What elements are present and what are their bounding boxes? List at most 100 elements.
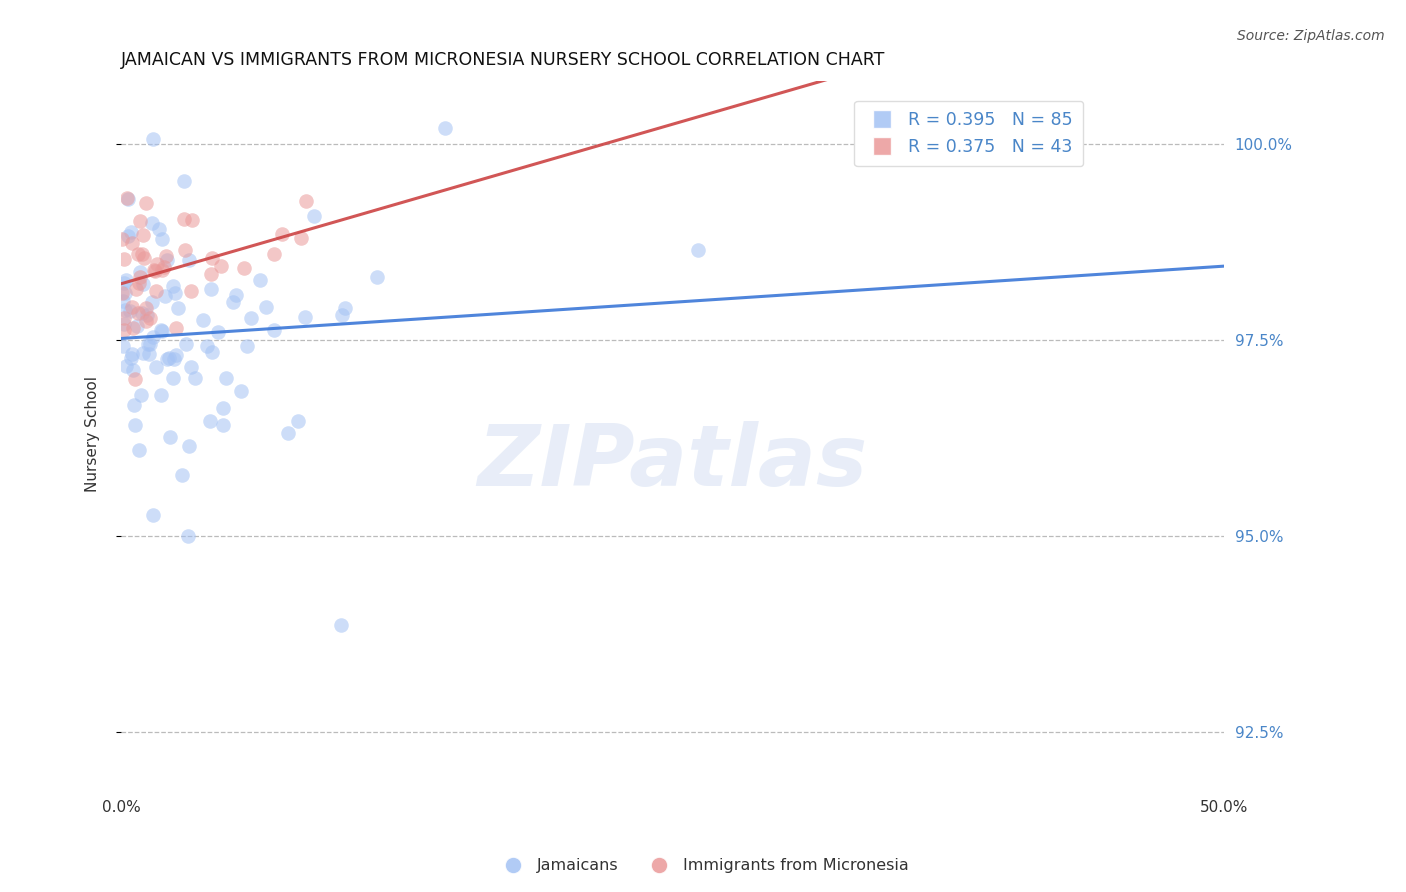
Immigrants from Micronesia	[150, 263, 173, 277]
Jamaicans	[222, 295, 245, 310]
Jamaicans	[212, 401, 235, 415]
Immigrants from Micronesia	[271, 227, 294, 242]
Jamaicans	[263, 323, 285, 337]
Jamaicans	[165, 286, 187, 301]
Jamaicans	[333, 301, 356, 316]
Immigrants from Micronesia	[200, 267, 222, 281]
Jamaicans	[135, 308, 157, 322]
Jamaicans	[166, 301, 188, 315]
Immigrants from Micronesia	[145, 284, 167, 298]
Jamaicans	[149, 323, 172, 337]
Immigrants from Micronesia	[127, 247, 149, 261]
Jamaicans	[191, 313, 214, 327]
Immigrants from Micronesia	[165, 320, 187, 334]
Jamaicans	[156, 351, 179, 366]
Jamaicans	[120, 351, 142, 365]
Jamaicans	[366, 270, 388, 285]
Y-axis label: Nursery School: Nursery School	[86, 376, 100, 491]
Immigrants from Micronesia	[201, 251, 224, 265]
Jamaicans	[156, 253, 179, 268]
Text: ZIPatlas: ZIPatlas	[478, 420, 868, 504]
Immigrants from Micronesia	[139, 310, 162, 325]
Immigrants from Micronesia	[125, 282, 148, 296]
Immigrants from Micronesia	[142, 263, 165, 277]
Jamaicans	[114, 286, 136, 301]
Jamaicans	[112, 318, 135, 332]
Jamaicans	[200, 282, 222, 296]
Jamaicans	[117, 192, 139, 206]
Immigrants from Micronesia	[132, 228, 155, 243]
Immigrants from Micronesia	[128, 276, 150, 290]
Jamaicans	[121, 346, 143, 360]
Immigrants from Micronesia	[233, 261, 256, 276]
Jamaicans	[287, 414, 309, 428]
Jamaicans	[225, 288, 247, 302]
Jamaicans	[330, 618, 353, 632]
Jamaicans	[157, 351, 180, 365]
Immigrants from Micronesia	[181, 213, 204, 227]
Jamaicans	[162, 279, 184, 293]
Text: Source: ZipAtlas.com: Source: ZipAtlas.com	[1237, 29, 1385, 43]
Immigrants from Micronesia	[127, 306, 149, 320]
Jamaicans	[114, 303, 136, 318]
Immigrants from Micronesia	[152, 260, 174, 274]
Immigrants from Micronesia	[180, 285, 202, 299]
Immigrants from Micronesia	[132, 251, 155, 265]
Jamaicans	[132, 346, 155, 360]
Jamaicans	[200, 414, 222, 428]
Jamaicans	[150, 388, 173, 402]
Immigrants from Micronesia	[112, 323, 135, 337]
Jamaicans	[195, 339, 218, 353]
Jamaicans	[174, 336, 197, 351]
Jamaicans	[127, 319, 149, 334]
Immigrants from Micronesia	[146, 257, 169, 271]
Immigrants from Micronesia	[135, 301, 157, 316]
Jamaicans	[240, 311, 263, 326]
Jamaicans	[129, 388, 152, 402]
Legend: R = 0.395   N = 85, R = 0.375   N = 43: R = 0.395 N = 85, R = 0.375 N = 43	[855, 101, 1083, 166]
Immigrants from Micronesia	[173, 244, 195, 258]
Jamaicans	[211, 418, 233, 433]
Immigrants from Micronesia	[121, 300, 143, 314]
Jamaicans	[132, 277, 155, 291]
Immigrants from Micronesia	[135, 195, 157, 210]
Jamaicans	[179, 252, 201, 267]
Jamaicans	[124, 417, 146, 432]
Jamaicans	[163, 352, 186, 367]
Jamaicans	[136, 337, 159, 351]
Jamaicans	[142, 508, 165, 523]
Jamaicans	[179, 439, 201, 453]
Immigrants from Micronesia	[290, 230, 312, 244]
Immigrants from Micronesia	[121, 235, 143, 250]
Jamaicans	[165, 348, 187, 362]
Jamaicans	[115, 273, 138, 287]
Immigrants from Micronesia	[294, 194, 316, 209]
Jamaicans	[686, 243, 709, 257]
Jamaicans	[294, 310, 316, 324]
Immigrants from Micronesia	[121, 321, 143, 335]
Jamaicans	[142, 330, 165, 344]
Jamaicans	[153, 288, 176, 302]
Jamaicans	[122, 398, 145, 412]
Immigrants from Micronesia	[143, 264, 166, 278]
Jamaicans	[148, 221, 170, 235]
Immigrants from Micronesia	[131, 247, 153, 261]
Jamaicans	[254, 300, 277, 314]
Jamaicans	[115, 359, 138, 373]
Immigrants from Micronesia	[155, 250, 177, 264]
Jamaicans	[434, 121, 457, 136]
Jamaicans	[249, 273, 271, 287]
Jamaicans	[122, 362, 145, 376]
Jamaicans	[150, 324, 173, 338]
Jamaicans	[141, 216, 163, 230]
Immigrants from Micronesia	[124, 372, 146, 386]
Jamaicans	[138, 347, 160, 361]
Immigrants from Micronesia	[115, 191, 138, 205]
Jamaicans	[162, 371, 184, 385]
Jamaicans	[231, 384, 253, 399]
Jamaicans	[173, 174, 195, 188]
Jamaicans	[142, 132, 165, 146]
Immigrants from Micronesia	[173, 211, 195, 226]
Jamaicans	[145, 359, 167, 374]
Immigrants from Micronesia	[129, 270, 152, 285]
